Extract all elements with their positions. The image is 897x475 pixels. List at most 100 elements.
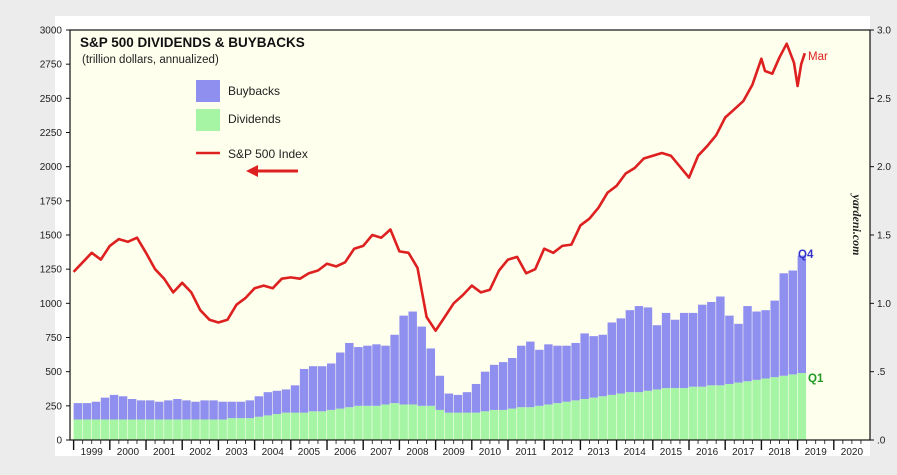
- left-tick-label: 2750: [40, 60, 63, 71]
- buyback-bar: [327, 363, 336, 410]
- left-tick-label: 1250: [40, 265, 63, 276]
- year-label: 2017: [732, 447, 755, 458]
- year-label: 2006: [334, 447, 357, 458]
- dividend-bar: [562, 401, 571, 440]
- dividend-bar: [498, 409, 508, 440]
- right-tick-label: 1.5: [877, 231, 891, 242]
- left-tick-label: 1750: [40, 196, 63, 207]
- year-label: 2003: [225, 447, 248, 458]
- year-label: 2012: [551, 447, 574, 458]
- buyback-bar: [109, 394, 119, 420]
- left-tick-label: 0: [56, 436, 62, 447]
- buyback-bar: [82, 403, 92, 420]
- buyback-bar: [489, 364, 499, 410]
- dividend-bar: [417, 405, 426, 440]
- dividend-bar: [616, 393, 626, 440]
- right-tick-label: 2.0: [877, 162, 891, 173]
- buyback-bar: [444, 393, 454, 413]
- buyback-bar: [263, 392, 273, 416]
- dividend-bar: [381, 404, 390, 440]
- buyback-bars: [73, 255, 807, 420]
- dividend-bar: [118, 419, 128, 440]
- buyback-bar: [218, 401, 227, 420]
- year-label: 2019: [805, 447, 828, 458]
- left-tick-label: 2500: [40, 94, 63, 105]
- right-tick-label: 3.0: [877, 26, 891, 37]
- q4-annotation: Q4: [798, 249, 814, 261]
- dividend-bar: [698, 386, 707, 440]
- buyback-bar: [526, 341, 535, 408]
- buyback-bar: [571, 342, 580, 401]
- buyback-bar: [679, 312, 689, 389]
- year-label: 2008: [406, 447, 429, 458]
- left-tick-label: 2250: [40, 128, 63, 139]
- buyback-bar: [453, 394, 463, 413]
- buyback-bar: [91, 401, 101, 420]
- buyback-bar: [562, 345, 571, 402]
- buyback-bar: [625, 310, 635, 393]
- dividend-bar: [508, 408, 517, 440]
- buyback-bar: [363, 345, 372, 406]
- buyback-bar: [191, 401, 200, 420]
- left-axis-arrow-head: [246, 165, 258, 177]
- dividend-bar: [290, 412, 300, 440]
- legend-swatch-buybacks: [196, 80, 220, 102]
- legend-swatch-dividends: [196, 109, 220, 131]
- buyback-bar: [707, 301, 716, 386]
- dividend-bar: [652, 389, 662, 440]
- dividend-bar: [598, 396, 607, 440]
- dividend-bar: [580, 399, 589, 440]
- buyback-bar: [254, 396, 264, 417]
- dividend-bar: [354, 405, 363, 440]
- buyback-bar: [317, 366, 327, 412]
- year-label: 2007: [370, 447, 393, 458]
- dividend-bar: [272, 414, 282, 440]
- buyback-bar: [182, 400, 191, 420]
- left-tick-label: 250: [45, 401, 62, 412]
- dividend-bar: [643, 390, 653, 440]
- buyback-bar: [580, 333, 589, 399]
- buyback-bar: [118, 396, 128, 420]
- buyback-bar: [155, 401, 164, 420]
- year-label: 2010: [479, 447, 502, 458]
- buyback-bar: [236, 401, 245, 419]
- dividend-bar: [471, 412, 481, 440]
- buyback-bar: [698, 304, 707, 387]
- buyback-bar: [498, 362, 508, 410]
- buyback-bar: [73, 403, 83, 420]
- dividend-bar: [408, 404, 417, 440]
- dividend-bar: [489, 409, 499, 440]
- dividend-bar: [453, 412, 463, 440]
- buyback-bar: [779, 273, 788, 376]
- year-label: 2011: [515, 447, 537, 458]
- dividend-bar: [797, 373, 807, 440]
- dividend-bar: [661, 388, 671, 440]
- dividend-bar: [444, 412, 454, 440]
- dividend-bar: [164, 419, 173, 440]
- buyback-bar: [788, 270, 798, 375]
- buyback-bar: [589, 336, 598, 398]
- dividend-bar: [544, 404, 553, 440]
- year-label: 1999: [81, 447, 104, 458]
- buyback-bar: [354, 347, 363, 406]
- dividend-bar: [182, 419, 191, 440]
- dividend-bar: [209, 419, 218, 440]
- dividend-bar: [670, 388, 680, 440]
- year-label: 2004: [262, 447, 285, 458]
- dividend-bar: [462, 412, 472, 440]
- dividend-bar: [526, 407, 535, 440]
- dividend-bar: [734, 382, 743, 440]
- buyback-bar: [471, 383, 481, 413]
- buyback-bar: [372, 344, 381, 406]
- dividend-bar: [236, 418, 245, 440]
- left-tick-label: 3000: [40, 26, 63, 37]
- year-label: 2016: [696, 447, 719, 458]
- year-label: 2000: [117, 447, 140, 458]
- year-label: 2018: [768, 447, 791, 458]
- dividend-bar: [535, 405, 544, 440]
- dividend-bar: [761, 378, 770, 440]
- dividend-bar: [435, 409, 445, 440]
- dividend-bar: [146, 419, 155, 440]
- dividend-bar: [689, 386, 698, 440]
- right-tick-label: .0: [877, 436, 886, 447]
